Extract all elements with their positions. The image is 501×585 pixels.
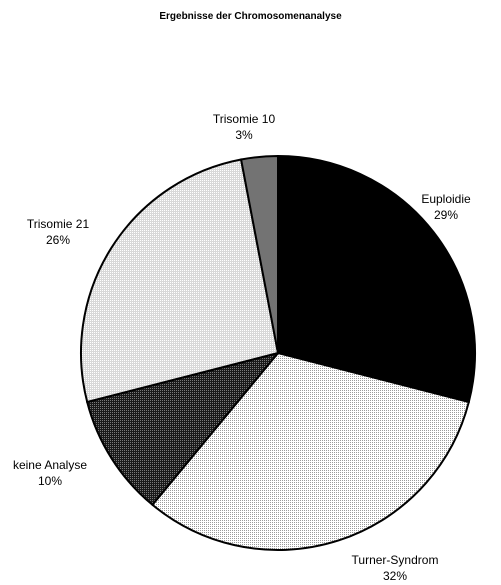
slice-label-5: Trisomie 10 (213, 112, 276, 126)
pie-slice-1 (277, 154, 476, 404)
slice-percent-1: 29% (434, 208, 458, 222)
pie-slice-5 (239, 154, 279, 354)
chart-title: Ergebnisse der Chromosomenanalyse (159, 11, 342, 22)
slice-label-4: Trisomie 21 (27, 217, 90, 231)
slice-label-3: keine Analyse (13, 458, 87, 472)
pie-slice-3 (85, 351, 281, 507)
slice-percent-3: 10% (38, 474, 62, 488)
slice-percent-5: 3% (235, 128, 253, 142)
slice-label-2: Turner-Syndrom (352, 553, 439, 567)
slice-label-1: Euploidie (421, 192, 471, 206)
pie-slice-4 (80, 158, 280, 404)
pie-slice-2 (151, 351, 471, 551)
slice-percent-2: 32% (383, 569, 407, 583)
slice-percent-4: 26% (46, 233, 70, 247)
